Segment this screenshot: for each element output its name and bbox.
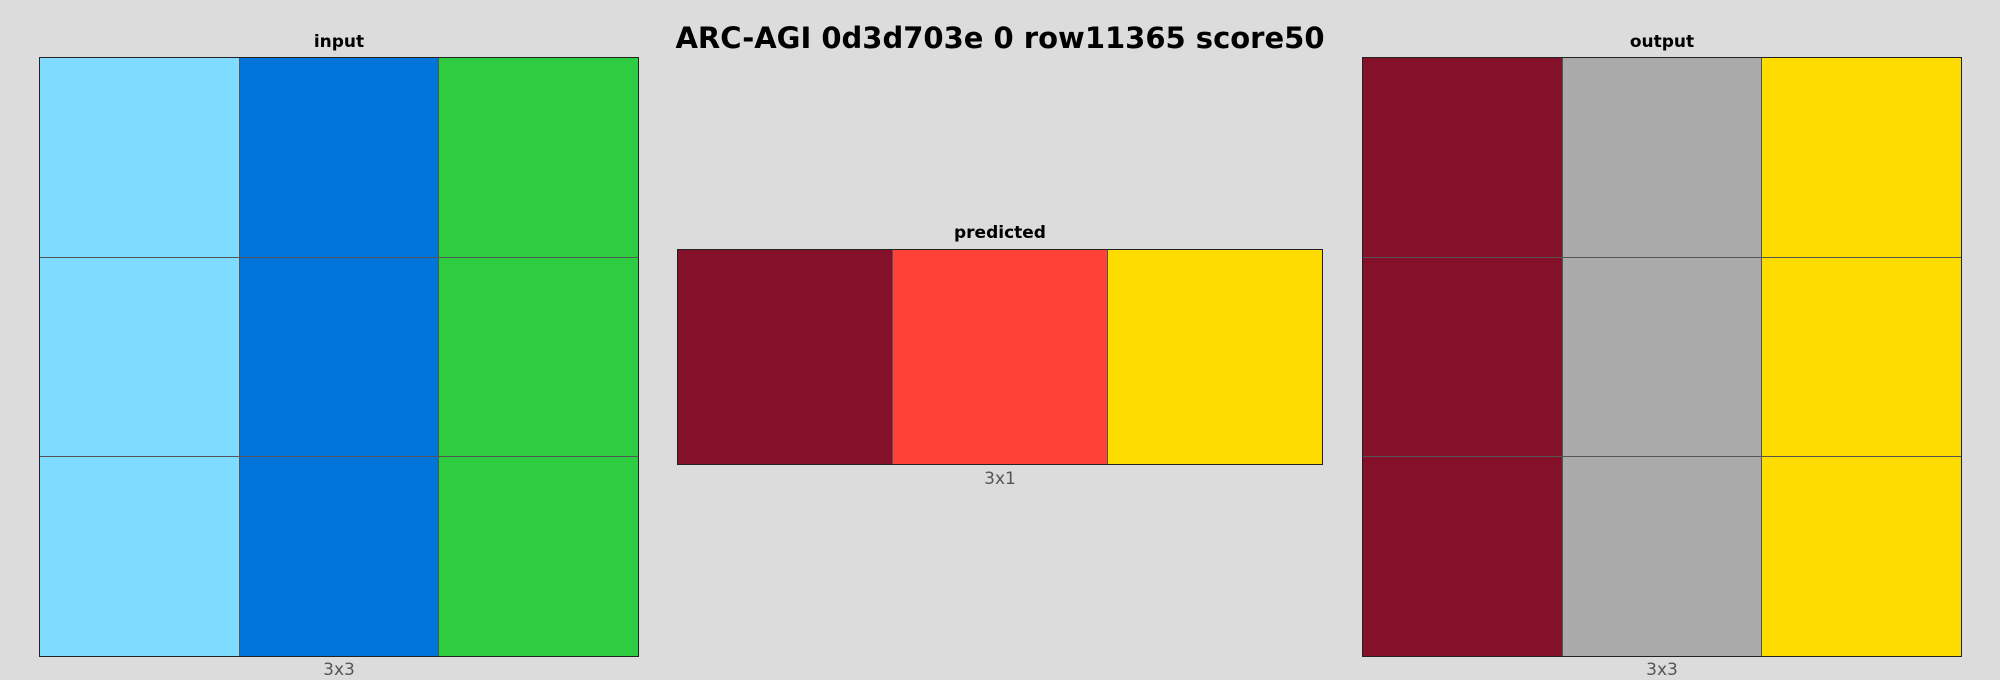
output-cell-r0-c0: [1363, 58, 1562, 257]
predicted-grid: [677, 249, 1323, 465]
output-dims-label: 3x3: [1646, 660, 1678, 680]
input-panel-label: input: [313, 32, 365, 52]
output-grid: [1362, 57, 1962, 657]
output-panel-label: output: [1629, 32, 1695, 52]
page-title: ARC-AGI 0d3d703e 0 row11365 score50: [675, 21, 1325, 55]
predicted-cell-r0-c0: [678, 250, 892, 464]
input-grid: [39, 57, 639, 657]
input-cell-r0-c2: [439, 58, 638, 257]
input-cell-r1-c1: [239, 257, 439, 457]
predicted-panel-label: predicted: [954, 223, 1046, 243]
input-cell-r0-c0: [40, 58, 239, 257]
input-cell-r1-c0: [40, 257, 239, 457]
predicted-cell-r0-c1: [893, 250, 1107, 464]
output-cell-r2-c0: [1363, 457, 1562, 656]
predicted-dims-label: 3x1: [984, 469, 1016, 489]
output-cell-r2-c1: [1562, 457, 1762, 656]
input-dims-label: 3x3: [323, 660, 355, 680]
input-cell-r2-c1: [239, 457, 439, 656]
predicted-cell-r0-c2: [1108, 250, 1322, 464]
output-cell-r1-c2: [1762, 257, 1961, 457]
input-cell-r1-c2: [439, 257, 638, 457]
input-cell-r0-c1: [239, 58, 439, 257]
output-cell-r1-c0: [1363, 257, 1562, 457]
output-cell-r2-c2: [1762, 457, 1961, 656]
output-cell-r1-c1: [1562, 257, 1762, 457]
input-cell-r2-c2: [439, 457, 638, 656]
output-cell-r0-c2: [1762, 58, 1961, 257]
input-cell-r2-c0: [40, 457, 239, 656]
output-cell-r0-c1: [1562, 58, 1762, 257]
